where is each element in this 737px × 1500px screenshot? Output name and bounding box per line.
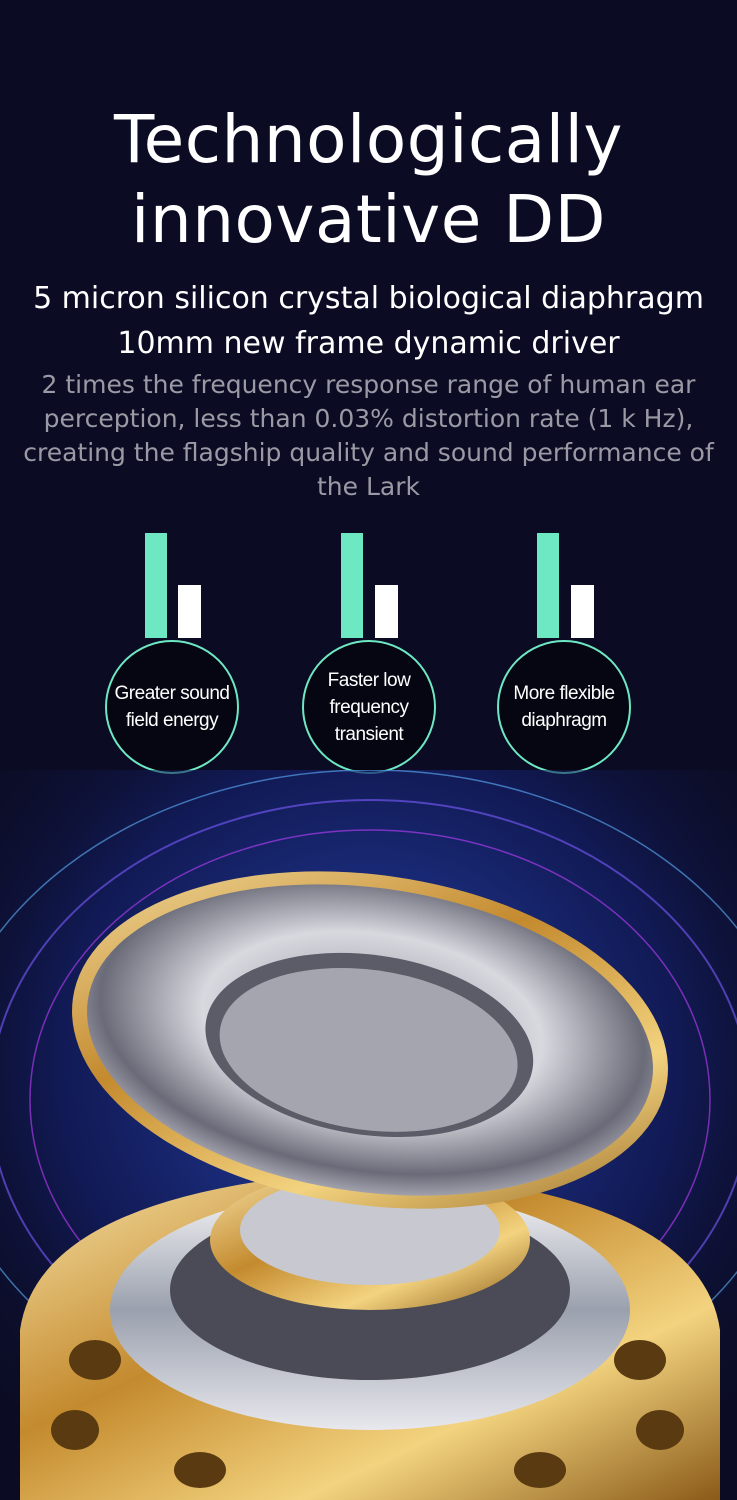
page-title: Technologically innovative DD [0,100,737,260]
bar-level-icon [145,533,167,638]
title-line-1: Technologically [114,101,623,178]
feature-label: Greater sound field energy [114,683,230,731]
bar-level-icon [341,533,363,638]
feature-3: More flexible diaphragm [497,530,674,780]
feature-2: Faster low frequency transient [302,530,478,780]
description: 2 times the frequency response range of … [23,370,714,501]
subheading: 5 micron silicon crystal biological diap… [0,276,737,366]
subheading-line-1: 5 micron silicon crystal biological diap… [33,281,704,316]
feature-label: Faster low frequency transient [327,669,411,745]
subheading-line-2: 10mm new frame dynamic driver [117,326,620,361]
feature-circle: Greater sound field energy [105,640,239,774]
bar-level-icon-secondary [571,585,594,638]
bar-level-icon-secondary [375,585,398,638]
feature-circle: Faster low frequency transient [302,640,436,774]
bar-level-icon-secondary [178,585,201,638]
feature-1: Greater sound field energy [105,530,282,780]
feature-circle: More flexible diaphragm [497,640,631,774]
bar-level-icon [537,533,559,638]
title-line-2: innovative DD [131,181,606,258]
dynamic-driver-illustration [0,770,737,1500]
feature-label: More flexible diaphragm [513,683,615,731]
